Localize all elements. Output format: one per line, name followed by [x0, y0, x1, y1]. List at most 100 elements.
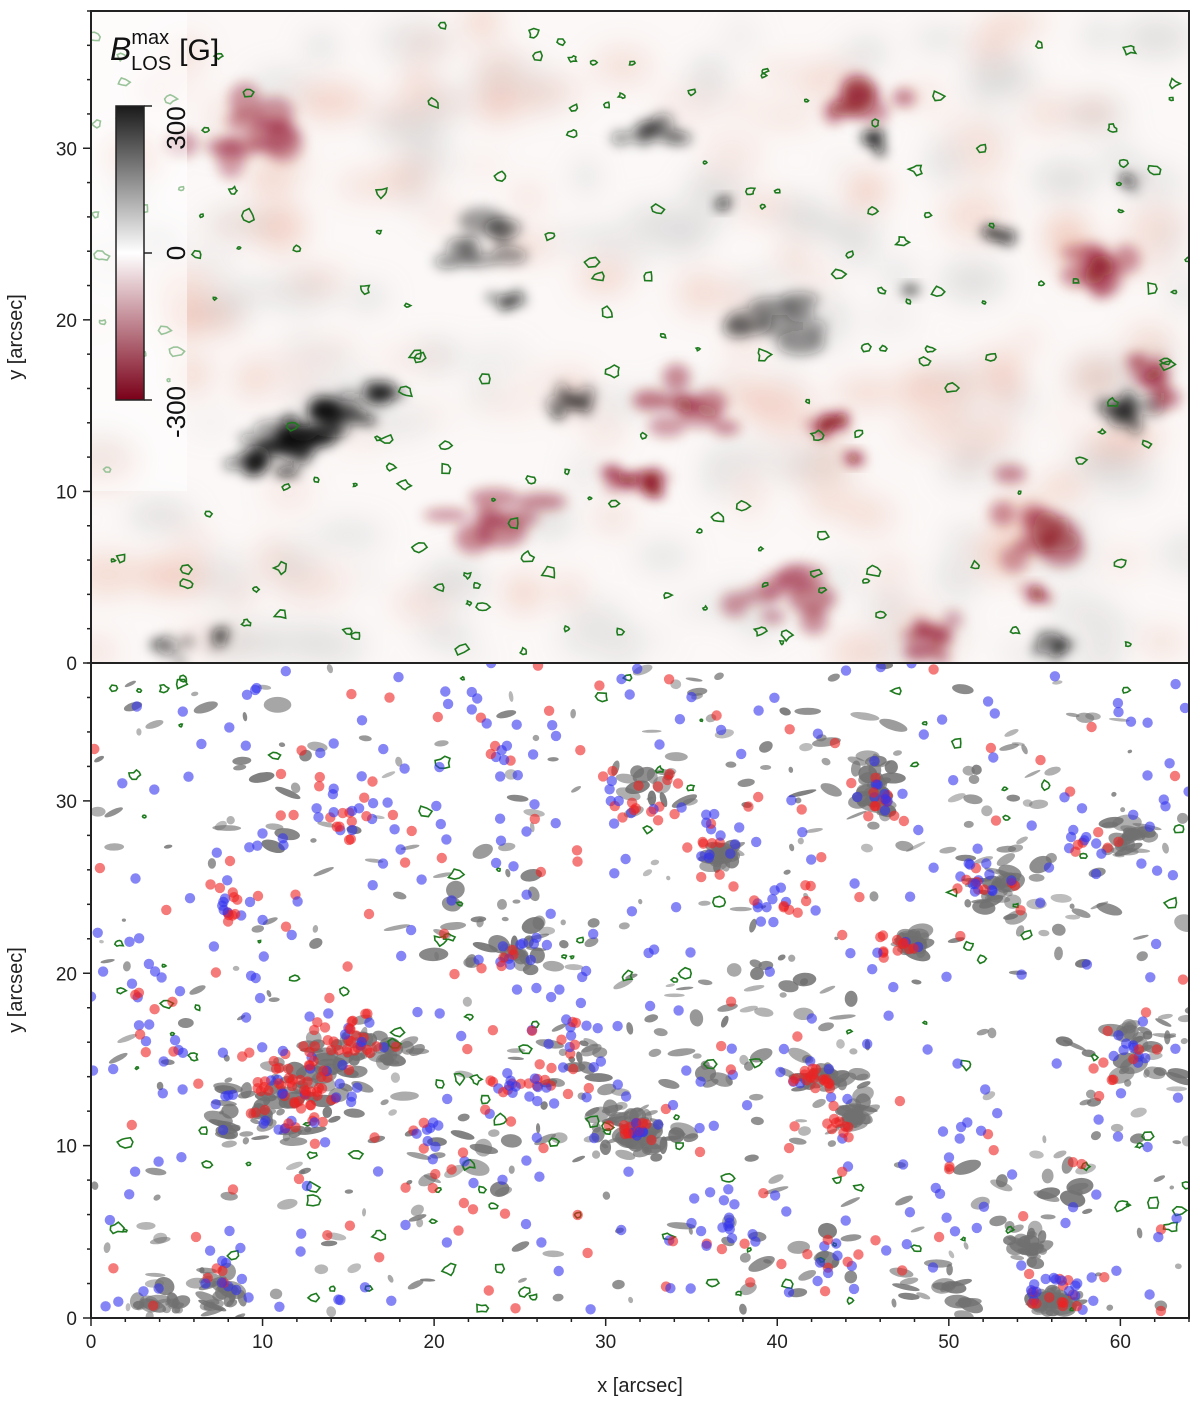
blue-point	[992, 1108, 1003, 1119]
top-texture-blob	[766, 62, 789, 84]
grey-region	[303, 1126, 312, 1133]
green-contour	[778, 640, 785, 646]
blue-point	[769, 1190, 781, 1201]
blue-point	[521, 1155, 532, 1166]
blue-point	[1051, 1058, 1062, 1069]
red-point	[572, 856, 583, 867]
green-contour	[1124, 641, 1133, 648]
grey-region	[1045, 1309, 1060, 1317]
x-tick-label: 60	[1110, 1332, 1131, 1353]
grey-region	[1162, 842, 1169, 854]
red-point	[800, 895, 812, 907]
blue-point	[347, 824, 358, 836]
red-point	[808, 1068, 819, 1080]
grey-region	[1021, 744, 1028, 755]
green-contour	[328, 1285, 336, 1292]
green-contour	[1121, 686, 1132, 694]
grey-region	[827, 1140, 837, 1147]
top-texture-blob	[289, 270, 346, 290]
blue-point	[359, 1282, 371, 1293]
blue-point	[626, 906, 638, 917]
green-contour	[924, 345, 937, 353]
blue-point	[952, 1058, 963, 1069]
top-texture-blob	[575, 159, 597, 194]
grey-region	[952, 684, 974, 695]
green-contour	[438, 440, 454, 451]
grey-region	[957, 1297, 984, 1314]
blue-point	[872, 779, 883, 790]
blue-point	[941, 971, 952, 982]
red-point	[1133, 1044, 1145, 1055]
blue-point	[783, 1287, 795, 1298]
top-texture-blob	[357, 565, 378, 588]
top-texture-blob	[980, 356, 1013, 402]
top-texture-blob	[295, 83, 367, 120]
colorbar-title-base: B	[110, 31, 131, 67]
blue-point	[726, 1043, 737, 1054]
blue-point	[980, 1084, 991, 1095]
grey-region	[91, 806, 106, 817]
green-contour	[115, 553, 126, 564]
green-contour	[491, 497, 497, 502]
blue-point	[930, 1182, 941, 1194]
top-texture-blob	[465, 341, 530, 373]
green-contour	[257, 939, 262, 944]
negative-patch	[823, 73, 916, 125]
green-contour	[1072, 277, 1080, 284]
blue-point	[948, 775, 959, 786]
blue-point	[869, 755, 880, 767]
blue-point	[1137, 1016, 1149, 1027]
red-point	[374, 1252, 385, 1263]
top-texture-blob	[1068, 450, 1138, 475]
green-contour	[854, 429, 864, 439]
grey-region	[658, 1078, 680, 1089]
red-point	[790, 1073, 801, 1084]
red-point	[824, 1083, 836, 1094]
top-texture-blob	[346, 285, 389, 309]
blue-point	[512, 770, 523, 781]
grey-region	[831, 1258, 839, 1268]
blue-point	[1158, 794, 1170, 805]
blue-point	[91, 991, 97, 1002]
blue-point	[689, 1193, 700, 1204]
green-contour	[528, 1293, 538, 1301]
red-point	[210, 967, 222, 978]
blue-point	[204, 1245, 216, 1256]
grey-region	[848, 1067, 871, 1081]
blue-point	[257, 914, 268, 926]
red-point	[167, 996, 178, 1007]
negative-patch-blob	[1030, 591, 1040, 601]
top-texture-blob	[990, 399, 1021, 413]
grey-region	[558, 1048, 567, 1056]
blue-point	[781, 1206, 792, 1217]
grey-region	[879, 718, 908, 732]
red-point	[1128, 1053, 1139, 1065]
red-point	[1106, 1074, 1118, 1086]
red-point	[1098, 1057, 1109, 1068]
blue-point	[356, 715, 368, 726]
grey-region	[971, 764, 982, 775]
blue-point	[1067, 1202, 1079, 1213]
top-texture-blob	[960, 441, 981, 472]
grey-region	[612, 1279, 625, 1290]
blue-point	[547, 720, 558, 731]
blue-point	[701, 817, 712, 828]
blue-point	[440, 686, 451, 697]
blue-point	[490, 857, 502, 869]
grey-region	[1172, 1140, 1182, 1145]
grey-region	[1085, 1089, 1096, 1099]
top-texture-blob	[824, 559, 857, 597]
red-point	[316, 1083, 328, 1094]
grey-region	[177, 1017, 194, 1029]
grey-region	[263, 696, 292, 713]
green-contour	[567, 54, 578, 63]
grey-region	[108, 1052, 128, 1064]
top-texture-blob	[422, 205, 464, 227]
green-contour	[757, 347, 774, 362]
grey-region	[1143, 1069, 1150, 1078]
top-texture-blob	[1069, 356, 1120, 401]
red-point	[562, 1088, 574, 1100]
top-texture-blob	[926, 140, 964, 182]
blue-point	[367, 880, 378, 891]
